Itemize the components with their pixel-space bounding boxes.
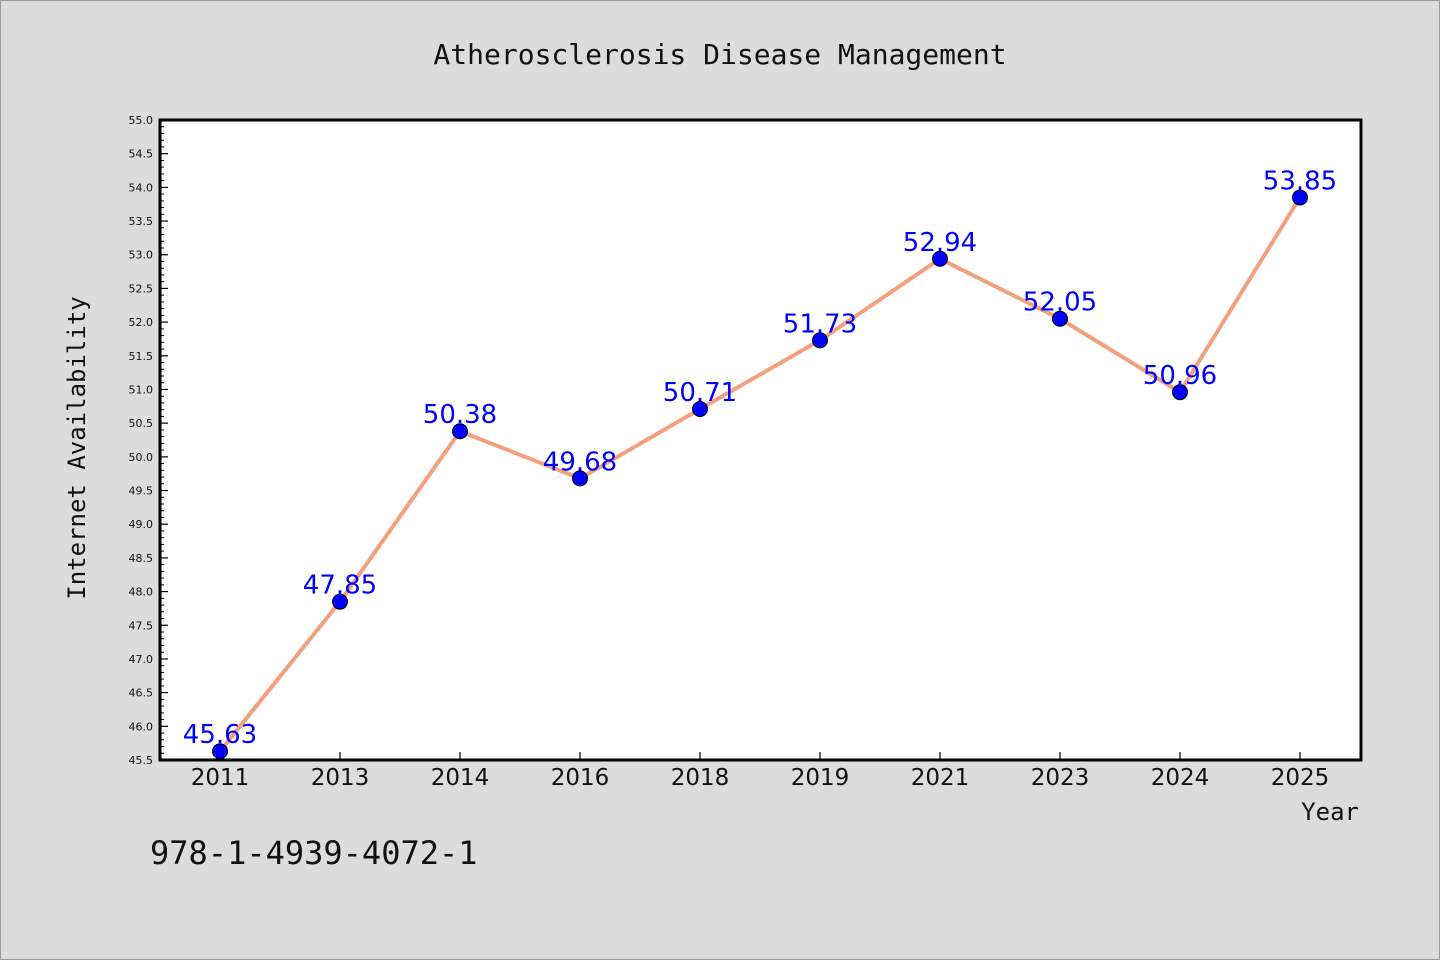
x-tick-label: 2024 — [1151, 765, 1210, 791]
y-axis-label: Internet Availability — [63, 296, 91, 599]
data-point-marker — [1292, 189, 1308, 206]
y-tick-label: 54.5 — [129, 148, 154, 161]
y-tick-label: 49.0 — [129, 518, 154, 531]
data-label: 52.94 — [903, 228, 977, 258]
data-point-marker — [452, 423, 468, 440]
data-point-marker — [1172, 384, 1188, 401]
data-point-marker — [932, 250, 948, 267]
y-tick-label: 47.0 — [129, 653, 154, 666]
data-point-marker — [572, 470, 588, 487]
data-label: 47.85 — [303, 571, 377, 601]
series-line — [218, 196, 1302, 753]
y-tick-label: 46.0 — [129, 720, 154, 733]
data-label: 52.05 — [1023, 288, 1097, 318]
y-tick-label: 47.5 — [129, 619, 154, 632]
x-tick-label: 2013 — [311, 765, 370, 791]
data-point-marker — [332, 593, 348, 610]
x-tick-label: 2018 — [671, 765, 730, 791]
x-axis: 2011 2013 2014 2016 2018 2019 2021 2023 2024 2025 — [191, 752, 1330, 791]
y-tick-label: 52.5 — [129, 282, 154, 295]
x-tick-label: 2023 — [1031, 765, 1090, 791]
series-layer — [212, 189, 1308, 760]
x-axis-label: Year — [1301, 798, 1359, 826]
x-tick-label: 2014 — [431, 765, 490, 791]
chart-title: Atherosclerosis Disease Management — [433, 38, 1006, 71]
data-label: 49.68 — [543, 447, 617, 477]
data-label: 50.71 — [663, 378, 737, 408]
y-tick-label: 45.5 — [129, 754, 154, 767]
x-tick-label: 2011 — [191, 765, 250, 791]
y-tick-label: 54.0 — [129, 181, 154, 194]
y-tick-label: 51.0 — [129, 383, 154, 396]
data-label: 53.85 — [1263, 166, 1337, 196]
x-tick-label: 2021 — [911, 765, 970, 791]
data-label-layer: 45.63 47.85 50.38 49.68 50.71 51.73 52.94 52.05… — [183, 166, 1337, 750]
y-tick-label: 55.0 — [129, 114, 154, 127]
data-point-marker — [1052, 310, 1068, 327]
data-label: 50.96 — [1143, 361, 1217, 391]
x-tick-label: 2016 — [551, 765, 610, 791]
x-tick-label: 2019 — [791, 765, 850, 791]
y-tick-label: 48.5 — [129, 552, 154, 565]
y-tick-label: 51.5 — [129, 350, 154, 363]
y-tick-label: 46.5 — [129, 687, 154, 700]
y-tick-label: 48.0 — [129, 586, 154, 599]
data-label: 50.38 — [423, 400, 497, 430]
plot-area — [158, 118, 1363, 762]
y-tick-label: 53.0 — [129, 249, 154, 262]
footer-identifier: 978-1-4939-4072-1 — [150, 834, 478, 872]
y-tick-label: 50.5 — [129, 417, 154, 430]
x-tick-label: 2025 — [1271, 765, 1330, 791]
y-tick-label: 49.5 — [129, 485, 154, 498]
y-tick-label: 50.0 — [129, 451, 154, 464]
data-label: 45.63 — [183, 720, 257, 750]
y-tick-label: 53.5 — [129, 215, 154, 228]
data-point-marker — [812, 332, 828, 349]
data-point-marker — [692, 401, 708, 418]
data-point-marker — [212, 743, 228, 760]
data-label: 51.73 — [783, 309, 857, 339]
y-axis: 45.5 46.0 46.5 47.0 47.5 48.0 48.5 49.0 49.5 50.0… — [129, 114, 168, 767]
y-tick-label: 52.0 — [129, 316, 154, 329]
